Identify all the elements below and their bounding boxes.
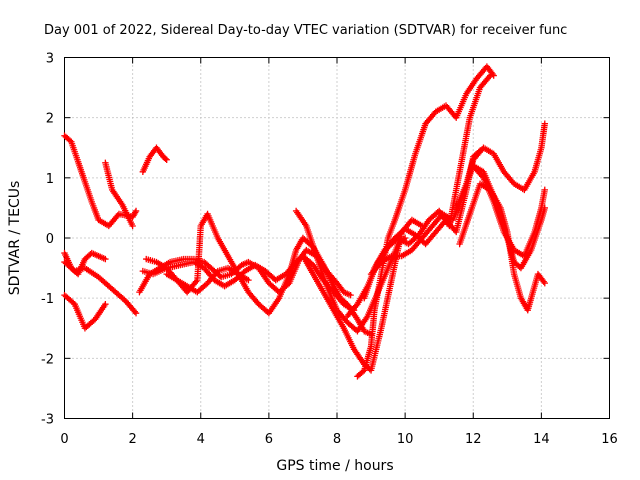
data-point [367,331,375,338]
y-tick-label: -1 [41,292,54,307]
data-point [70,299,77,307]
data-point [359,368,367,375]
data-point [162,155,169,162]
x-tick-label: 8 [333,432,341,447]
data-point [541,120,548,127]
data-point [132,207,140,215]
x-tick-label: 10 [397,432,414,447]
data-point [66,137,74,144]
x-axis-label: GPS time / hours [276,458,393,474]
y-tick-label: 1 [46,172,54,187]
y-axis-label: SDTVAR / TECUs [7,181,23,296]
data-point [541,186,548,194]
y-tick-label: 3 [46,52,54,67]
data-point [541,279,548,287]
data-points [61,63,548,380]
x-tick-label: 4 [197,432,205,447]
y-tick-label: 2 [46,112,54,127]
chart-title: Day 001 of 2022, Sidereal Day-to-day VTE… [44,23,567,38]
x-tick-label: 6 [265,432,273,447]
x-tick-label: 2 [128,432,136,447]
x-tick-label: 0 [60,432,68,447]
x-tick-label: 14 [533,432,550,447]
grid-lines [64,57,610,419]
y-tick-labels: 3 2 1 0 -1 -2 -3 [41,52,54,428]
data-point [102,300,109,308]
y-tick-label: -2 [41,352,54,367]
data-point [245,276,252,284]
x-tick-labels: 0 2 4 6 8 10 12 14 16 [60,432,617,447]
data-point [487,72,494,79]
data-point [129,222,136,230]
y-tick-label: -3 [41,413,54,428]
axis-ticks [64,57,610,419]
data-point [132,310,140,317]
data-point [347,291,354,299]
data-point [163,156,170,163]
x-tick-label: 16 [601,432,618,447]
y-tick-label: 0 [46,232,54,247]
data-point [102,255,109,263]
x-tick-label: 12 [465,432,482,447]
